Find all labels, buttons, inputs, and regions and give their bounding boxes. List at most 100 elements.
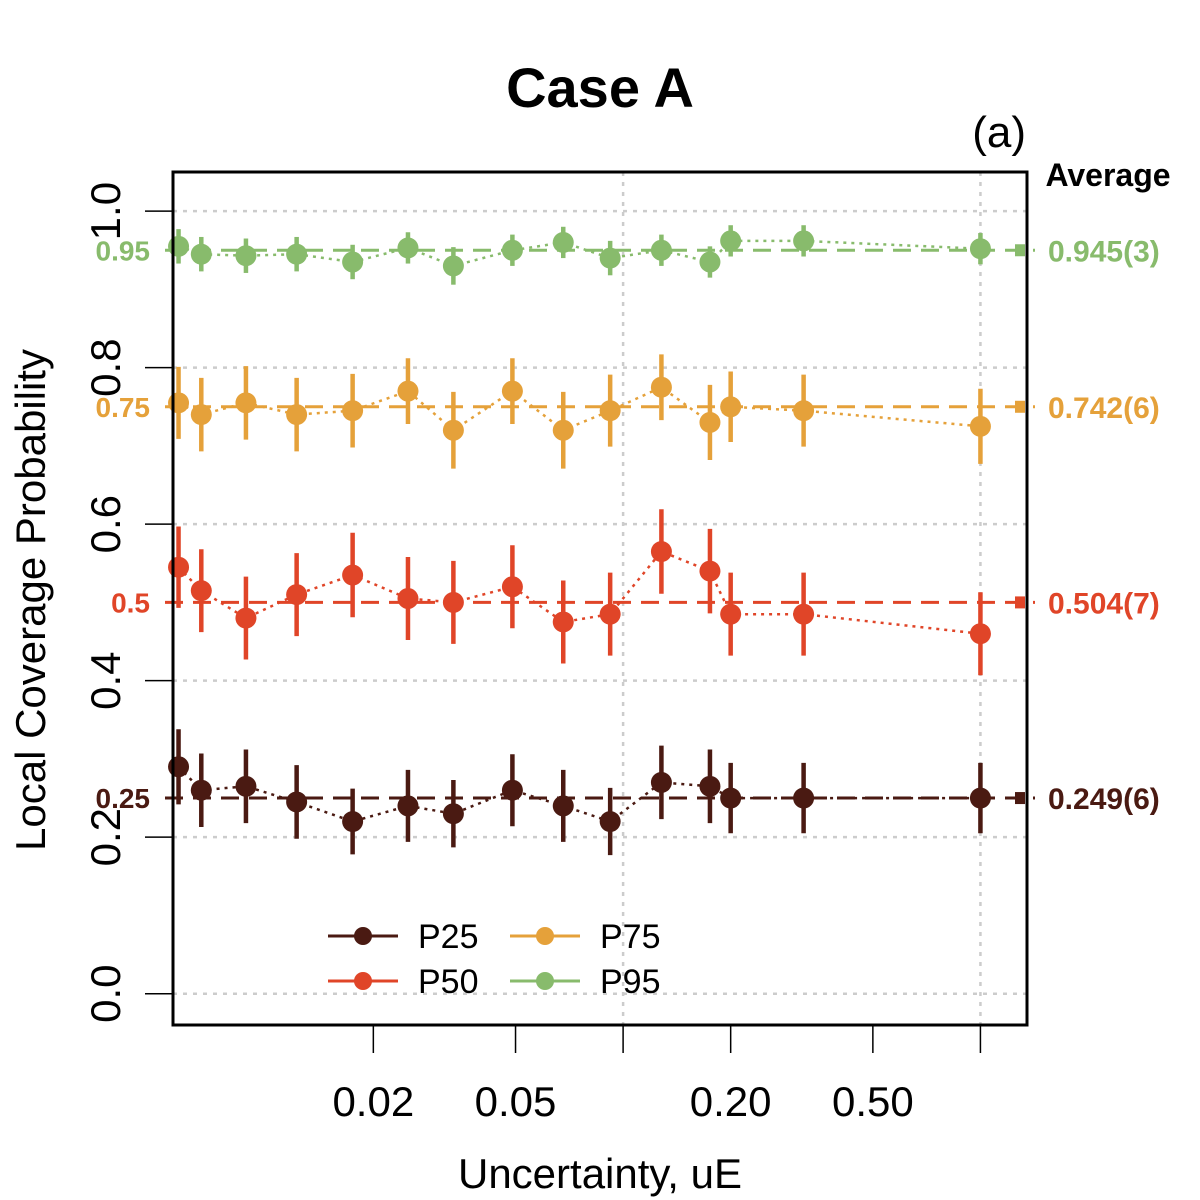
average-label-p95: 0.945(3) — [1048, 235, 1160, 268]
reference-lines — [165, 244, 1035, 805]
data-point-p25 — [286, 791, 308, 813]
data-point-p95 — [650, 239, 672, 261]
data-point-p25 — [699, 775, 721, 797]
data-point-p50 — [699, 560, 721, 582]
data-point-p25 — [501, 779, 523, 801]
data-point-p50 — [442, 591, 464, 613]
legend: P25 P50 P75 P95 — [328, 918, 661, 1001]
chart-title: Case A — [506, 56, 694, 119]
data-point-p95 — [720, 230, 742, 252]
data-point-p95 — [190, 243, 212, 265]
data-point-p50 — [720, 603, 742, 625]
average-label-p25: 0.249(6) — [1048, 783, 1160, 816]
x-axis-label: Uncertainty, uE — [458, 1150, 742, 1197]
average-label-p50: 0.504(7) — [1048, 587, 1160, 620]
data-point-p95 — [342, 251, 364, 273]
data-point-p25 — [168, 756, 190, 778]
data-point-p25 — [552, 795, 574, 817]
data-point-p50 — [650, 541, 672, 563]
x-tick-label: 0.02 — [332, 1078, 414, 1125]
data-point-p50 — [190, 580, 212, 602]
legend-label-p50: P50 — [418, 963, 479, 1001]
reference-label-p75: 0.75 — [96, 392, 151, 423]
data-point-p95 — [599, 247, 621, 269]
data-point-p75 — [397, 380, 419, 402]
data-point-p25 — [599, 811, 621, 833]
x-axis-ticks: 0.02 0.05 0.20 0.50 — [332, 1025, 982, 1125]
data-point-p25 — [793, 787, 815, 809]
y-tick-label: 0.4 — [82, 651, 129, 709]
data-point-p50 — [235, 607, 257, 629]
data-points — [168, 230, 991, 833]
data-point-p25 — [342, 811, 364, 833]
y-tick-label: 1.0 — [82, 182, 129, 240]
data-point-p25 — [720, 787, 742, 809]
y-tick-label: 0.6 — [82, 495, 129, 553]
x-tick-label: 0.20 — [690, 1078, 772, 1125]
legend-marker-p75 — [536, 927, 554, 945]
legend-marker-p95 — [536, 972, 554, 990]
trend-line-p50 — [177, 549, 981, 635]
data-point-p50 — [793, 603, 815, 625]
data-point-p75 — [342, 400, 364, 422]
data-point-p25 — [190, 779, 212, 801]
y-tick-label: 0.8 — [82, 338, 129, 396]
legend-label-p25: P25 — [418, 918, 479, 956]
reference-label-p25: 0.25 — [96, 783, 151, 814]
legend-marker-p25 — [354, 927, 372, 945]
average-label-p75: 0.742(6) — [1048, 392, 1160, 425]
data-point-p50 — [552, 611, 574, 633]
data-point-p25 — [397, 795, 419, 817]
legend-label-p95: P95 — [600, 963, 661, 1001]
data-point-p75 — [699, 411, 721, 433]
average-marker-p95 — [1015, 244, 1025, 257]
data-point-p75 — [599, 400, 621, 422]
data-point-p25 — [650, 771, 672, 793]
x-tick-label: 0.05 — [475, 1078, 557, 1125]
reference-label-p50: 0.5 — [111, 587, 150, 618]
data-point-p95 — [168, 235, 190, 257]
legend-marker-p50 — [354, 972, 372, 990]
data-point-p25 — [969, 787, 991, 809]
data-point-p95 — [286, 243, 308, 265]
data-point-p75 — [552, 419, 574, 441]
data-point-p75 — [235, 392, 257, 414]
data-point-p95 — [552, 231, 574, 253]
y-tick-label: 0.2 — [82, 808, 129, 866]
data-point-p75 — [969, 415, 991, 437]
data-point-p75 — [286, 404, 308, 426]
average-marker-p50 — [1015, 596, 1025, 609]
data-point-p95 — [793, 230, 815, 252]
data-point-p75 — [168, 392, 190, 414]
data-point-p50 — [286, 584, 308, 606]
grid-lines — [173, 172, 1027, 1025]
y-axis-ticks: 0.0 0.2 0.4 0.6 0.8 1.0 — [82, 182, 173, 1023]
data-point-p50 — [168, 556, 190, 578]
average-marker-p25 — [1015, 792, 1025, 805]
y-axis-label: Local Coverage Probability — [7, 349, 54, 851]
series-side-labels: 0.25 0.249(6) 0.5 0.504(7) 0.75 0.742(6) 0.95 0… — [96, 235, 1160, 816]
data-point-p50 — [969, 623, 991, 645]
x-tick-label: 0.50 — [832, 1078, 914, 1125]
data-point-p95 — [501, 239, 523, 261]
data-point-p95 — [397, 237, 419, 259]
reference-label-p95: 0.95 — [96, 235, 151, 266]
panel-label: (a) — [972, 108, 1026, 157]
data-point-p50 — [599, 603, 621, 625]
data-point-p50 — [397, 588, 419, 609]
data-point-p75 — [190, 404, 212, 426]
average-marker-p75 — [1015, 400, 1025, 413]
data-point-p75 — [442, 419, 464, 441]
data-point-p25 — [442, 803, 464, 825]
data-point-p75 — [501, 380, 523, 402]
data-point-p25 — [235, 775, 257, 797]
y-tick-label: 0.0 — [82, 965, 129, 1023]
data-point-p50 — [342, 564, 364, 586]
data-point-p95 — [235, 245, 257, 267]
data-point-p75 — [720, 396, 742, 418]
data-point-p75 — [650, 376, 672, 398]
legend-label-p75: P75 — [600, 918, 661, 956]
average-header: Average — [1045, 157, 1170, 193]
data-point-p75 — [793, 400, 815, 422]
